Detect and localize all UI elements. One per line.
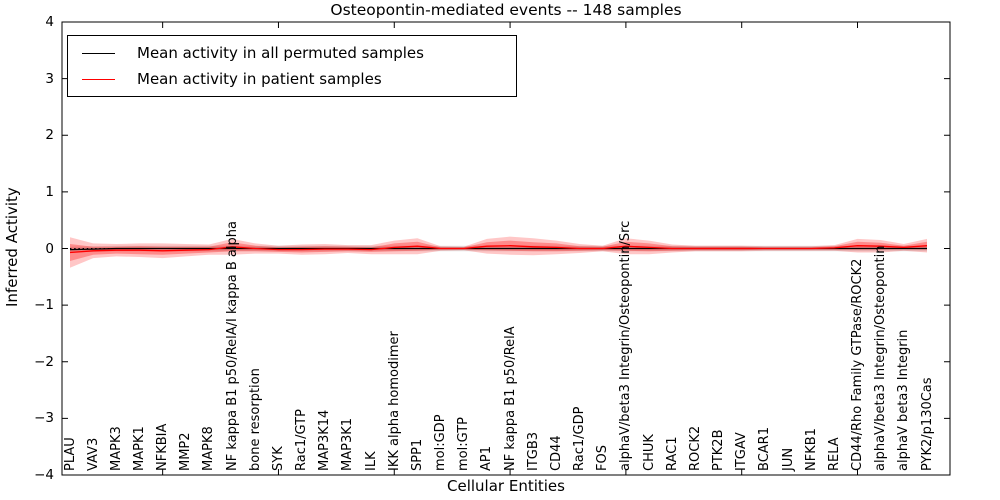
x-category-label: CHUK: [641, 434, 657, 471]
x-category-label: PTK2B: [711, 429, 727, 472]
legend: Mean activity in all permuted samples Me…: [67, 35, 517, 97]
x-axis-label: Cellular Entities: [447, 477, 565, 495]
x-category-label: MAP3K14: [317, 409, 333, 471]
x-category-label: NF kappa B1 p50/RelA: [502, 326, 518, 471]
x-category-label: MAPK1: [131, 426, 147, 471]
y-tick-label: −1: [34, 297, 54, 314]
x-category-label: CD44: [548, 435, 564, 471]
x-category-label: ITGAV: [734, 432, 750, 471]
x-category-label: AP1: [479, 445, 495, 471]
x-category-label: Rac1/GTP: [294, 409, 310, 471]
y-tick-label: 0: [45, 240, 54, 257]
legend-item-label: Mean activity in all permuted samples: [137, 44, 424, 62]
x-category-label: ITGB3: [525, 431, 541, 471]
x-category-label: mol:GTP: [456, 417, 472, 471]
x-category-label: alphaV/beta3 Integrin/Osteopontin/Src: [618, 220, 634, 471]
y-tick-label: 1: [45, 183, 54, 200]
x-category-label: NFKBIA: [155, 423, 171, 471]
patient-band-outer: [70, 236, 927, 268]
x-category-label: NFKB1: [803, 428, 819, 471]
x-category-label: MMP2: [178, 432, 194, 471]
legend-item: Mean activity in all permuted samples: [80, 44, 516, 62]
x-category-label: ROCK2: [687, 425, 703, 471]
x-category-label: ILK: [363, 451, 379, 471]
x-category-label: MAPK3: [108, 426, 124, 471]
x-category-label: PYK2/p130Cas: [919, 377, 935, 471]
legend-line-icon: [82, 78, 115, 80]
x-category-label: Rac1/GDP: [572, 406, 588, 471]
legend-item: Mean activity in patient samples: [80, 70, 516, 88]
y-tick-label: 3: [45, 70, 54, 87]
x-category-label: bone resorption: [247, 368, 263, 471]
y-tick-label: −4: [34, 467, 54, 483]
x-category-label: mol:GDP: [433, 414, 449, 471]
patient-mean-line: [69, 245, 928, 254]
x-category-label: RELA: [826, 437, 842, 471]
x-category-label: MAP3K1: [340, 417, 356, 471]
x-category-label: MAPK8: [201, 426, 217, 471]
x-category-label: IKK alpha homodimer: [386, 331, 402, 471]
y-tick-label: 2: [45, 127, 54, 144]
x-category-label: PLAU: [62, 437, 78, 471]
x-category-label: SPP1: [409, 438, 425, 471]
x-category-label: alphaV/beta3 Integrin/Osteopontin: [873, 245, 889, 471]
y-tick-label: 4: [45, 14, 54, 30]
x-category-label: RAC1: [664, 436, 680, 471]
y-tick-label: −2: [34, 353, 54, 370]
patient-band-inner: [70, 240, 927, 261]
y-tick-label: −3: [34, 410, 54, 427]
x-category-label: BCAR1: [757, 427, 773, 471]
x-category-label: VAV3: [85, 437, 101, 471]
x-category-label: SYK: [270, 446, 286, 471]
legend-line-icon: [82, 52, 115, 54]
x-category-label: JUN: [780, 447, 796, 471]
legend-item-label: Mean activity in patient samples: [137, 70, 382, 88]
x-category-label: FOS: [595, 445, 611, 471]
x-category-label: CD44/Rho Family GTPase/ROCK2: [850, 258, 865, 471]
chart-title: Osteopontin-mediated events -- 148 sampl…: [330, 1, 682, 19]
x-category-label: NF kappa B1 p50/RelA/I kappa B alpha: [224, 221, 240, 471]
x-category-label: alphaV beta3 Integrin: [896, 329, 912, 471]
